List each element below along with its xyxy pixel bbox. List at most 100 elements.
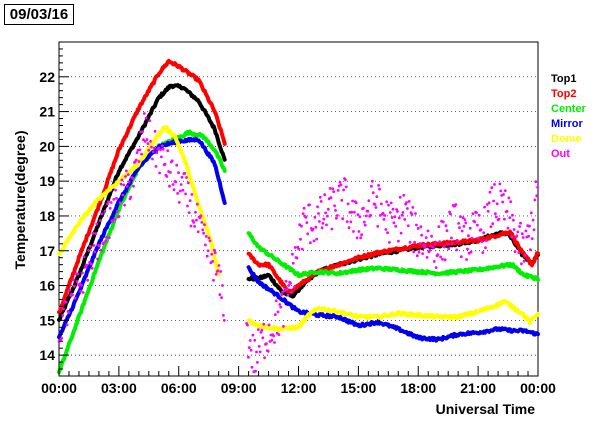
data-point-out <box>175 163 179 167</box>
data-point-out <box>183 171 187 175</box>
data-point-out <box>188 199 192 203</box>
data-point-out <box>89 262 93 266</box>
data-point-out <box>90 266 94 270</box>
data-point-out <box>341 217 345 221</box>
data-point-out <box>498 182 502 186</box>
data-point-out <box>185 176 188 179</box>
data-point-out <box>196 230 200 234</box>
data-point-out <box>360 233 363 237</box>
data-point-out <box>256 328 260 331</box>
data-point-out <box>333 204 336 208</box>
x-tick-label: 09:00 <box>221 380 257 396</box>
y-tick-label: 14 <box>39 347 55 363</box>
data-point-out <box>151 150 155 154</box>
data-point-out <box>115 197 118 200</box>
data-point-out <box>199 214 203 218</box>
data-point-out <box>178 189 182 193</box>
data-point-out <box>335 216 338 220</box>
data-point-out <box>425 256 429 259</box>
data-point-out <box>502 193 505 196</box>
data-point-out <box>516 230 520 234</box>
data-point-out <box>499 189 503 193</box>
data-point-out <box>321 221 325 225</box>
data-point-out <box>415 223 418 227</box>
data-point-out <box>512 218 515 222</box>
data-point-out <box>153 129 157 133</box>
data-point-out <box>405 201 408 204</box>
data-point-out <box>346 202 350 206</box>
data-point-out <box>370 179 374 183</box>
data-point-out <box>140 152 144 156</box>
x-tick-label: 06:00 <box>161 380 197 396</box>
series-top2 <box>57 58 540 315</box>
data-point-out <box>94 232 98 236</box>
data-point-out <box>402 193 406 197</box>
data-point-out <box>267 323 271 327</box>
data-point-out <box>134 158 138 162</box>
data-point-out <box>154 165 158 168</box>
data-point-out <box>354 201 358 205</box>
data-point-out <box>309 241 312 245</box>
data-point-out <box>277 333 281 336</box>
legend-item-out: Out <box>551 148 570 160</box>
data-point-out <box>428 248 432 252</box>
series-line-top2 <box>57 58 227 315</box>
data-point-out <box>489 225 493 229</box>
data-point-out <box>217 264 221 267</box>
data-point-out <box>520 232 524 236</box>
data-point-out <box>481 251 485 255</box>
data-point-out <box>493 183 496 186</box>
data-point-out <box>116 209 119 213</box>
data-point-out <box>211 260 215 263</box>
data-point-out <box>177 201 181 204</box>
data-point-out <box>61 314 64 317</box>
data-point-out <box>273 341 276 344</box>
data-point-out <box>398 195 402 199</box>
data-point-out <box>393 215 397 219</box>
data-point-out <box>528 224 531 228</box>
data-point-out <box>369 213 372 217</box>
data-point-out <box>358 215 362 219</box>
data-point-out <box>411 206 415 209</box>
data-point-out <box>212 278 215 282</box>
data-point-out <box>206 249 210 253</box>
data-point-out <box>319 200 323 203</box>
x-tick-label: 21:00 <box>460 380 496 396</box>
data-point-out <box>263 356 266 360</box>
data-point-out <box>441 220 445 224</box>
data-point-out <box>186 181 190 185</box>
data-point-out <box>91 231 95 235</box>
data-point-out <box>145 138 149 141</box>
data-point-out <box>184 192 188 196</box>
data-point-out <box>284 279 288 283</box>
data-point-out <box>521 236 525 239</box>
data-point-out <box>524 229 528 233</box>
data-point-out <box>204 235 208 238</box>
data-point-out <box>497 217 501 221</box>
data-point-out <box>383 214 387 217</box>
data-point-out <box>513 250 517 254</box>
series-line-mirror <box>246 265 540 343</box>
series-dome <box>57 125 540 333</box>
data-point-out <box>485 239 488 243</box>
data-point-out <box>247 355 250 359</box>
data-point-out <box>317 212 320 215</box>
data-point-out <box>387 203 390 207</box>
data-point-out <box>208 239 212 243</box>
data-point-out <box>107 200 110 204</box>
data-point-out <box>219 270 223 273</box>
data-point-out <box>322 217 326 221</box>
data-point-out <box>438 240 442 244</box>
data-point-out <box>447 247 451 251</box>
data-point-out <box>495 202 499 206</box>
data-point-out <box>357 230 361 233</box>
data-point-out <box>355 236 359 240</box>
data-point-out <box>89 244 92 248</box>
data-point-out <box>72 278 75 282</box>
data-point-out <box>419 225 423 229</box>
data-point-out <box>65 323 69 327</box>
data-point-out <box>477 213 481 217</box>
data-point-out <box>439 255 442 259</box>
data-point-out <box>291 252 294 256</box>
